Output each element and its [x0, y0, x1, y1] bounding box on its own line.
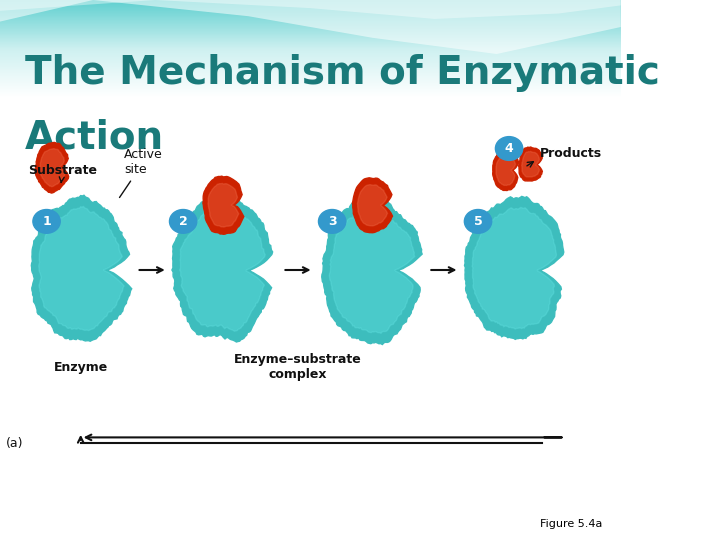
Polygon shape	[518, 147, 542, 181]
Polygon shape	[32, 195, 132, 341]
Circle shape	[495, 137, 523, 160]
Polygon shape	[39, 206, 124, 330]
Text: Enzyme: Enzyme	[53, 361, 108, 374]
Polygon shape	[0, 0, 621, 54]
Text: Products: Products	[540, 147, 602, 160]
Polygon shape	[180, 209, 265, 331]
Polygon shape	[0, 0, 621, 19]
Text: The Mechanism of Enzymatic: The Mechanism of Enzymatic	[24, 54, 660, 92]
Polygon shape	[357, 185, 387, 226]
Polygon shape	[322, 194, 422, 345]
Polygon shape	[203, 176, 244, 234]
Text: 5: 5	[474, 215, 482, 228]
Polygon shape	[472, 207, 557, 329]
Polygon shape	[208, 184, 239, 227]
Polygon shape	[352, 178, 392, 233]
Text: (a): (a)	[6, 437, 24, 450]
Polygon shape	[35, 143, 68, 193]
Text: 1: 1	[42, 215, 51, 228]
Polygon shape	[40, 148, 65, 187]
Circle shape	[318, 210, 346, 233]
Text: Substrate: Substrate	[28, 164, 97, 183]
Polygon shape	[329, 206, 415, 333]
Circle shape	[33, 210, 60, 233]
Text: Active
site: Active site	[120, 148, 163, 198]
Polygon shape	[172, 198, 273, 342]
Polygon shape	[492, 150, 519, 191]
Text: Enzyme–substrate
complex: Enzyme–substrate complex	[234, 353, 362, 381]
Text: 2: 2	[179, 215, 187, 228]
Text: Figure 5.4a: Figure 5.4a	[540, 519, 602, 529]
Polygon shape	[522, 151, 539, 177]
Polygon shape	[464, 197, 564, 339]
Text: 3: 3	[328, 215, 336, 228]
Text: Action: Action	[24, 119, 164, 157]
Circle shape	[169, 210, 197, 233]
Text: 4: 4	[505, 142, 513, 155]
Circle shape	[464, 210, 492, 233]
Polygon shape	[496, 154, 516, 185]
